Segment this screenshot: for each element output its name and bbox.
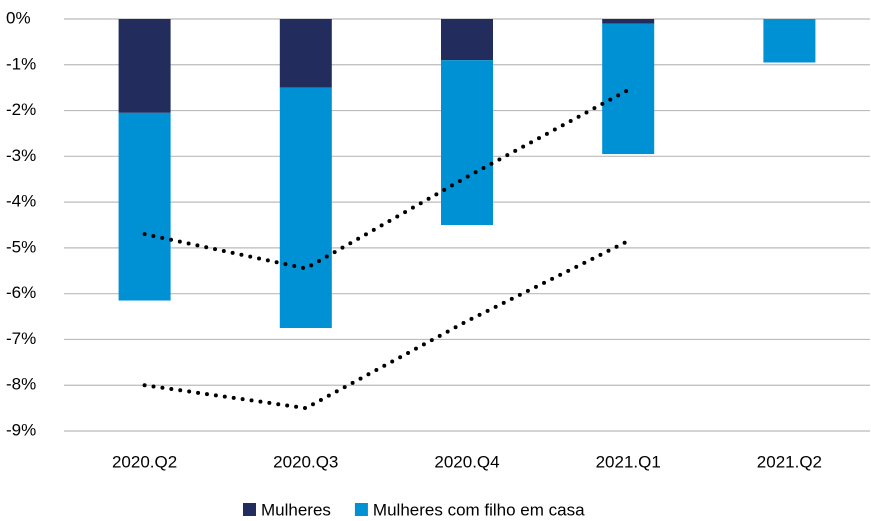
bar [118, 19, 171, 113]
y-tick-label: -5% [6, 237, 36, 256]
y-tick-label: -1% [6, 54, 36, 73]
x-tick-label: 2020.Q2 [112, 452, 177, 471]
bar [602, 23, 655, 155]
legend-label: Mulheres [261, 500, 331, 519]
bar [441, 60, 493, 226]
bar [441, 19, 493, 61]
bar [279, 19, 332, 88]
y-tick-label: -8% [6, 375, 36, 394]
y-tick-label: -2% [6, 100, 36, 119]
y-tick-label: -4% [6, 192, 36, 211]
x-tick-label: 2021.Q2 [757, 452, 822, 471]
x-tick-label: 2020.Q3 [273, 452, 338, 471]
bar [602, 19, 655, 24]
trend-line [142, 239, 631, 411]
x-tick-label: 2021.Q1 [596, 452, 661, 471]
y-tick-label: 0% [6, 8, 31, 27]
legend-swatch [354, 503, 368, 516]
y-tick-label: -6% [6, 283, 36, 302]
x-tick-label: 2020.Q4 [434, 452, 499, 471]
y-tick-label: -9% [6, 420, 36, 439]
bar [118, 112, 171, 301]
bar [279, 87, 332, 329]
y-tick-label: -3% [6, 146, 36, 165]
bar [763, 19, 816, 63]
y-tick-label: -7% [6, 329, 36, 348]
legend-label: Mulheres com filho em casa [373, 500, 585, 519]
legend-swatch [243, 503, 256, 516]
trend-line [142, 87, 631, 271]
